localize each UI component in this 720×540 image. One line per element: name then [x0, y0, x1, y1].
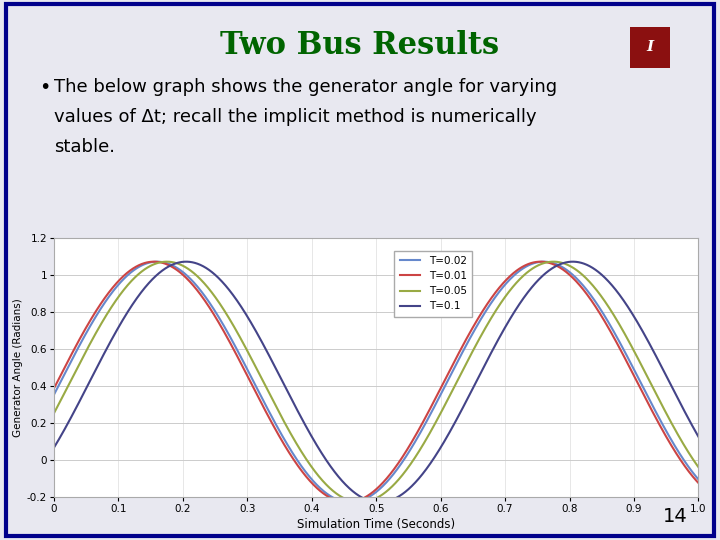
T=0.01 [83, 323, 91, 329]
Text: •: • [40, 78, 51, 97]
T=0.1 [375, 499, 384, 505]
T=0.1 [83, 384, 91, 390]
Legend: T=0.02, T=0.01, T=0.05, T=0.1: T=0.02, T=0.01, T=0.05, T=0.1 [395, 251, 472, 316]
T=0.02 [346, 499, 355, 505]
T=0.01 [558, 266, 567, 272]
Text: Two Bus Results: Two Bus Results [220, 30, 500, 60]
Y-axis label: Generator Angle (Radians): Generator Angle (Radians) [13, 298, 22, 436]
T=0.05 [364, 498, 372, 504]
Text: I: I [647, 40, 653, 54]
Line: T=0.01: T=0.01 [54, 262, 698, 502]
T=0.01 [364, 492, 372, 499]
T=0.02 [364, 494, 372, 501]
T=0.01 [694, 480, 703, 486]
T=0.02 [676, 451, 685, 458]
T=0.05 [83, 346, 91, 353]
T=0.02 [83, 329, 91, 335]
T=0.01 [675, 456, 684, 462]
T=0.02 [675, 451, 684, 457]
T=0.05 [356, 499, 364, 505]
T=0.1 [568, 259, 577, 265]
T=0.02 [558, 264, 567, 270]
T=0.02 [50, 392, 58, 398]
T=0.05 [50, 410, 58, 416]
T=0.1 [676, 400, 685, 407]
T=0.05 [676, 436, 685, 442]
T=0.1 [363, 497, 372, 503]
T=0.1 [694, 434, 703, 440]
T=0.01 [50, 385, 58, 392]
T=0.01 [346, 499, 355, 505]
Line: T=0.1: T=0.1 [54, 262, 698, 502]
T=0.02 [153, 259, 161, 265]
X-axis label: Simulation Time (Seconds): Simulation Time (Seconds) [297, 518, 455, 531]
T=0.01 [150, 259, 158, 265]
T=0.05 [346, 498, 355, 504]
Line: T=0.05: T=0.05 [54, 262, 698, 502]
T=0.05 [694, 464, 703, 470]
T=0.1 [50, 444, 58, 451]
T=0.05 [558, 260, 567, 266]
T=0.05 [163, 259, 171, 265]
T=0.1 [675, 400, 684, 406]
T=0.01 [343, 499, 351, 505]
Line: T=0.02: T=0.02 [54, 262, 698, 502]
T=0.02 [346, 499, 355, 505]
T=0.01 [676, 456, 685, 463]
Text: stable.: stable. [54, 138, 115, 156]
T=0.02 [694, 476, 703, 483]
T=0.1 [346, 486, 354, 492]
T=0.1 [557, 260, 566, 267]
Text: values of Δt; recall the implicit method is numerically: values of Δt; recall the implicit method… [54, 108, 536, 126]
Text: 14: 14 [663, 508, 688, 526]
Text: The below graph shows the generator angle for varying: The below graph shows the generator angl… [54, 78, 557, 96]
T=0.05 [675, 435, 684, 442]
